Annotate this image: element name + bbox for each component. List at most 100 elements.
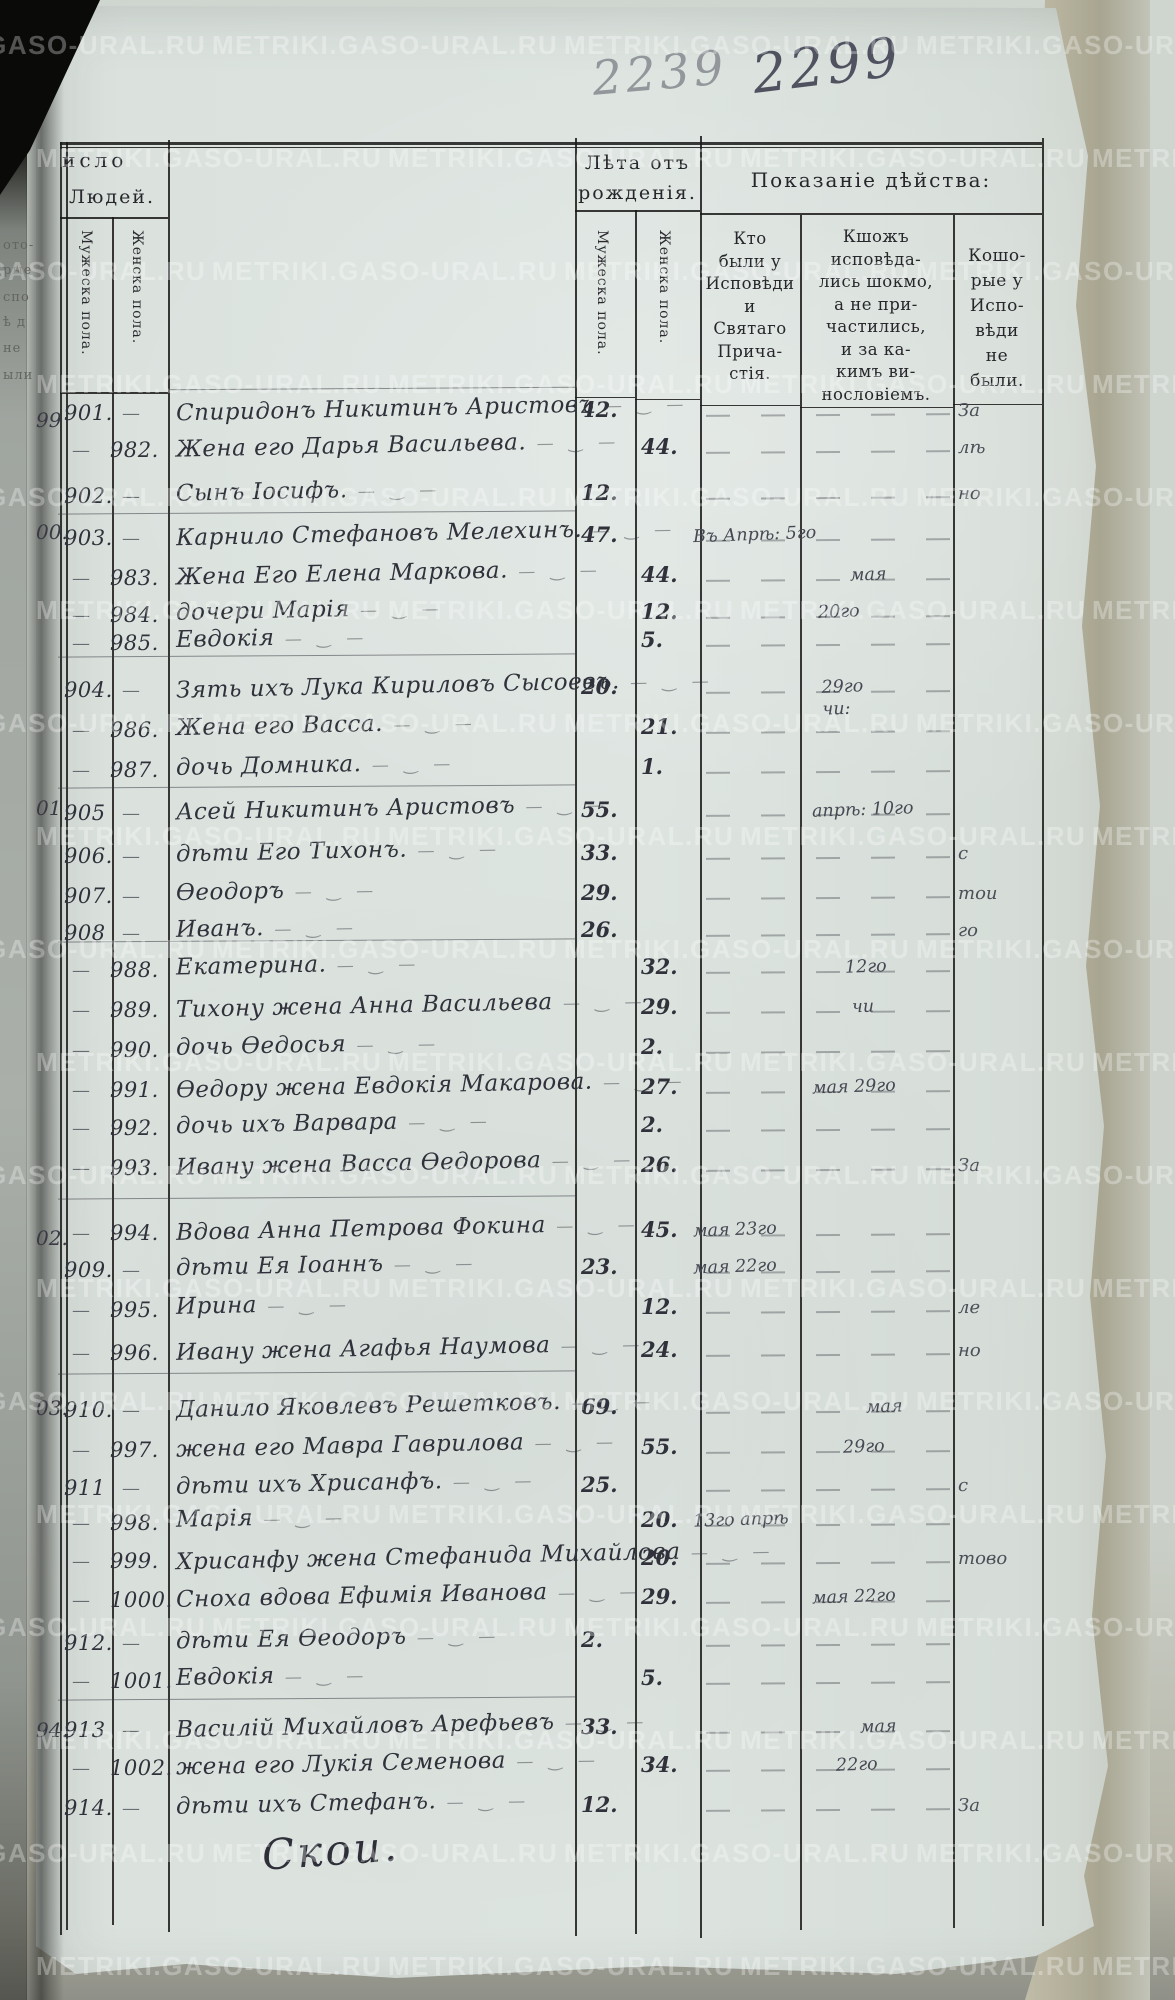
entry-note-confessed-only: мая: [859, 1716, 897, 1738]
entry-age-female: 5.: [641, 1665, 663, 1690]
entry-age-female: 2.: [641, 1034, 663, 1059]
ditto-dash: —: [122, 403, 140, 424]
ink-dash-leader: [705, 970, 951, 974]
entry-female-number: 989.: [110, 998, 159, 1022]
rule-horizontal: [800, 407, 953, 409]
ditto-dash: —: [72, 1223, 90, 1244]
ink-page-number: 2299: [748, 25, 905, 106]
entry-female-number: 1002.: [110, 1756, 173, 1780]
ink-dash-leader: [705, 1730, 951, 1734]
ink-dash-leader: [705, 1561, 951, 1565]
entry-note-confessed-only: мая 29го: [811, 1075, 897, 1099]
entry-name: дѣти Ея Ѳеодоръ: [176, 1622, 501, 1655]
entry-name: Сноха вдова Ефимія Иванова: [176, 1577, 642, 1613]
ditto-dash: —: [72, 1513, 90, 1534]
rule-vertical: [60, 142, 62, 1935]
entry-age-female: 55.: [641, 1434, 678, 1459]
entry-female-number: 1000.: [110, 1588, 173, 1612]
family-separator-stroke: [58, 1195, 575, 1200]
entry-female-number: 982.: [110, 438, 159, 462]
prev-page-text-fragment: ото-: [3, 238, 35, 253]
entry-female-number: 994.: [110, 1221, 159, 1245]
ditto-dash: —: [122, 1478, 140, 1499]
header-age-female: Женска пола.: [656, 230, 672, 345]
entry-note-absent: За: [958, 1795, 980, 1816]
entry-age-female: 44.: [641, 562, 678, 587]
ink-dash-leader: [705, 1353, 951, 1357]
ink-dash-leader: [705, 896, 951, 900]
ditto-dash: —: [122, 486, 140, 507]
rule-vertical: [66, 142, 68, 1930]
ink-dash-leader: [705, 538, 951, 542]
entry-note-absent: с: [958, 843, 969, 864]
ink-dash-leader: [705, 1643, 951, 1647]
ink-dash-leader: [705, 450, 951, 454]
pencil-page-number: 2239: [589, 40, 730, 107]
rule-horizontal: [60, 142, 1042, 145]
entry-female-number: 997.: [110, 1438, 159, 1462]
end-flourish: Скои.: [260, 1821, 402, 1880]
entry-male-number: 911: [64, 1476, 106, 1500]
entry-male-number: 907.: [64, 884, 113, 908]
rule-horizontal: [953, 404, 1042, 406]
entry-age-female: 24.: [641, 1337, 678, 1362]
ditto-dash: —: [72, 633, 90, 654]
header-col-confessed: Кто были у Исповѣди и Святаго Прича- сті…: [705, 229, 795, 383]
household-number-fragment: 99: [36, 408, 62, 432]
ink-dash-leader: [705, 1128, 951, 1132]
entry-note-confessed-only: 12го: [844, 956, 887, 978]
entry-note-absent: но: [958, 483, 981, 504]
ink-dash-leader: [705, 770, 951, 774]
entry-name: дѣти Ея Іоаннъ: [176, 1249, 478, 1281]
rule-horizontal: [60, 147, 1042, 149]
entry-name: Асей Никитинъ Аристовъ: [176, 790, 609, 825]
entry-name: дѣти ихъ Хрисанфъ.: [176, 1466, 537, 1500]
household-number-fragment: 02.: [36, 1226, 68, 1250]
entry-name: Жена его Васса.: [176, 709, 477, 741]
ditto-dash: —: [122, 528, 140, 549]
household-number-fragment: 94.: [36, 1718, 68, 1742]
rule-horizontal: [60, 392, 168, 394]
entry-note-absent: тово: [958, 1548, 1008, 1569]
entry-female-number: 987.: [110, 758, 159, 782]
ditto-dash: —: [122, 1260, 140, 1281]
entry-age-female: 5.: [641, 627, 663, 652]
entry-female-number: 999.: [110, 1549, 159, 1573]
ink-dash-leader: [705, 1768, 951, 1772]
entry-age-female: 20.: [641, 1545, 678, 1570]
ink-dash-leader: [705, 1808, 951, 1812]
entry-male-number: 914.: [64, 1796, 113, 1820]
entry-age-female: 20.: [641, 1507, 678, 1532]
entry-name: Зять ихъ Лука Кириловъ Сысоевъ.: [176, 666, 714, 703]
entry-note-absent: но: [958, 1340, 981, 1361]
entry-note-absent: го: [958, 920, 978, 941]
entry-note-confessed-only: 29го: [842, 1436, 885, 1458]
entry-note-absent: За: [958, 400, 980, 421]
entry-note-absent: За: [958, 1155, 980, 1176]
rule-vertical: [1042, 138, 1044, 1926]
header-col-absent: Кошо- рые у Испо- вѣди не были.: [968, 246, 1026, 391]
entry-note-confessed-only: 22го: [835, 1754, 878, 1776]
ink-dash-leader: [705, 1310, 951, 1314]
ink-dash-leader: [705, 933, 951, 937]
entry-female-number: 985.: [110, 631, 159, 655]
entry-age-female: 12.: [641, 599, 678, 624]
entry-age-male: 23.: [581, 1254, 618, 1279]
entry-age-male: 33.: [581, 1714, 618, 1739]
entry-female-number: 986.: [110, 718, 159, 742]
header-count-label: Людей.: [68, 186, 156, 208]
ditto-dash: —: [72, 440, 90, 461]
header-action-group: Показаніе дѣйства:: [750, 168, 992, 192]
entry-male-number: 908: [64, 921, 106, 945]
entry-male-number: 910.: [64, 1398, 113, 1422]
ink-dash-leader: [705, 496, 951, 500]
ditto-dash: —: [122, 923, 140, 944]
ink-dash-leader: [705, 1270, 951, 1274]
entry-age-male: 29.: [581, 880, 618, 905]
ditto-dash: —: [72, 1671, 90, 1692]
ditto-dash: —: [122, 1798, 140, 1819]
rule-vertical: [953, 215, 955, 1928]
ink-dash-leader: [705, 578, 951, 582]
entry-note-communion: мая 22го: [692, 1255, 778, 1279]
